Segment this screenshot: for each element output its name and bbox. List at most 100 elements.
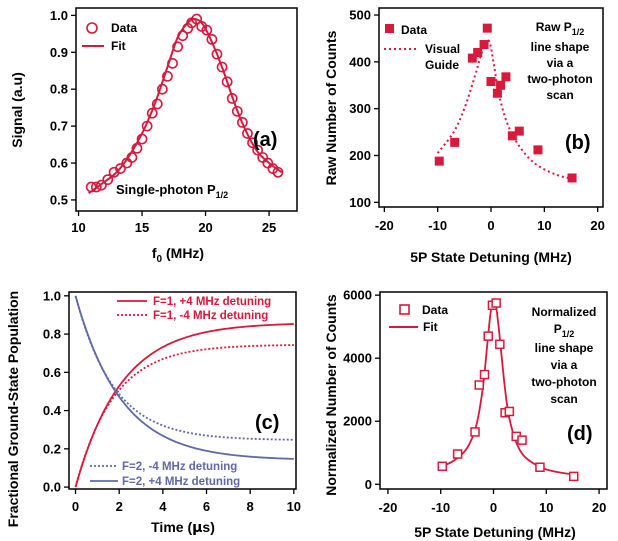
data-point <box>115 163 126 174</box>
population-curve <box>74 323 294 488</box>
data-point <box>221 76 233 88</box>
data-point <box>482 23 492 33</box>
data-point <box>126 152 138 163</box>
annotation-single-photon: Single-photon P1/2 <box>116 182 228 200</box>
x-tick-label: -10 <box>428 218 447 233</box>
panel-a-frame <box>75 7 298 212</box>
annotation-normalized-line-6: scan <box>550 392 577 406</box>
legend-marker-data <box>86 22 98 34</box>
population-curve <box>74 295 294 460</box>
panel-tag-a: (a) <box>253 129 277 151</box>
data-point <box>533 145 543 155</box>
y-axis-label-b: Raw Number of Counts <box>323 30 339 185</box>
data-point <box>479 369 490 380</box>
data-point <box>504 406 515 417</box>
data-point <box>517 435 527 445</box>
y-tick-label: 1.0 <box>50 8 68 23</box>
y-tick-label: 0 <box>365 477 372 492</box>
data-point <box>272 166 284 178</box>
data-point <box>491 298 501 308</box>
panel-tag-b: (b) <box>565 132 591 154</box>
annotation-raw-line-4: two-photon <box>527 72 592 86</box>
x-tick-label: 0 <box>487 218 494 233</box>
y-tick-label: 6000 <box>343 288 372 303</box>
legend-label-fit: Fit <box>423 320 438 334</box>
data-point <box>102 174 114 186</box>
data-point <box>231 105 243 117</box>
y-tick-label: 1.0 <box>43 288 61 303</box>
data-point <box>501 72 511 82</box>
x-tick-label: 25 <box>262 220 276 235</box>
data-point <box>236 117 248 128</box>
panel-c-frame <box>68 291 297 490</box>
panel-tag-d: (d) <box>567 423 593 445</box>
y-tick-label: 0.6 <box>50 156 68 171</box>
y-tick-label: 0.6 <box>43 365 61 380</box>
y-axis-label-a: Signal (a.u) <box>9 72 25 147</box>
annotation-raw: Raw P1/2 line shape via a two-photon sca… <box>527 20 592 102</box>
x-tick-label: 10 <box>539 500 553 515</box>
data-point <box>156 83 168 95</box>
population-curve <box>74 344 294 488</box>
annotation-raw-line-2: line shape <box>531 40 590 54</box>
data-point <box>136 133 148 145</box>
x-tick-label: 20 <box>198 220 212 235</box>
data-point <box>496 80 506 90</box>
x-tick-label: 0 <box>72 499 79 514</box>
legend-marker-data <box>385 24 394 33</box>
y-tick-label: 0.9 <box>50 45 68 60</box>
data-point <box>474 380 484 390</box>
annotation-raw-line-5: scan <box>546 88 573 102</box>
data-point <box>486 77 496 87</box>
x-axis-label-b: 5P State Detuning (MHz) <box>410 249 572 265</box>
data-point <box>211 48 223 60</box>
x-tick-label: 15 <box>135 220 149 235</box>
data-point <box>216 61 228 73</box>
data-point <box>206 33 218 45</box>
data-point <box>172 41 184 53</box>
x-axis-label-c: Time (μs) <box>151 519 215 536</box>
visual-guide-line <box>436 39 577 181</box>
x-tick-label: 20 <box>592 500 606 515</box>
panel-a: 10 15 20 250.50.60.70.80.91.0 Data Fit (a) … <box>9 7 298 265</box>
data-point <box>452 449 463 459</box>
legend-marker-data <box>399 304 410 315</box>
legend-label-f1-plus4: F=1, +4 MHz detuning <box>153 296 271 308</box>
data-point <box>247 137 258 149</box>
data-point <box>201 24 213 36</box>
data-point <box>535 462 545 473</box>
y-tick-label: 0.8 <box>50 82 68 97</box>
legend-label-fit: Fit <box>111 39 126 53</box>
data-point <box>479 40 489 50</box>
y-tick-label: 0.2 <box>43 441 61 456</box>
annotation-normalized: Normalized P1/2 line shape via a two-pho… <box>531 305 596 406</box>
data-point <box>567 173 577 183</box>
annotation-normalized-line-1: Normalized <box>532 305 597 319</box>
x-tick-label: 10 <box>71 220 85 235</box>
data-point <box>492 88 502 98</box>
data-point <box>483 331 493 341</box>
x-tick-label: 20 <box>590 218 604 233</box>
data-point <box>167 57 178 69</box>
x-axis-label-d: 5P State Detuning (MHz) <box>414 524 576 540</box>
data-point <box>514 126 524 136</box>
x-tick-label: 10 <box>537 218 551 233</box>
data-point <box>151 98 163 110</box>
panel-d: -20 -10 0 10 20 0 2000 4000 6000 Data Fit Normal… <box>323 288 608 540</box>
x-tick-label: 2 <box>116 499 123 514</box>
panel-b: -20 -10 0 10 20 100 200 300 400 500 Data Visual G… <box>323 7 605 265</box>
x-tick-label: 6 <box>203 499 210 514</box>
panel-d-frame <box>379 291 608 490</box>
x-tick-label: 10 <box>287 499 301 514</box>
x-tick-label: 0 <box>490 500 497 515</box>
annotation-raw-line-1: Raw P1/2 <box>536 20 585 37</box>
legend-label-f2-plus4: F=2, +4 MHz detuning <box>122 476 240 488</box>
data-point <box>131 142 143 154</box>
data-point <box>226 93 238 104</box>
data-point <box>177 30 189 42</box>
y-axis-label-d: Normalized Number of Counts <box>323 294 339 496</box>
legend-label-data: Data <box>401 23 427 37</box>
annotation-normalized-line-5: two-photon <box>531 375 596 389</box>
x-tick-label: 8 <box>247 499 254 514</box>
annotation-normalized-line-3: line shape <box>535 341 594 355</box>
